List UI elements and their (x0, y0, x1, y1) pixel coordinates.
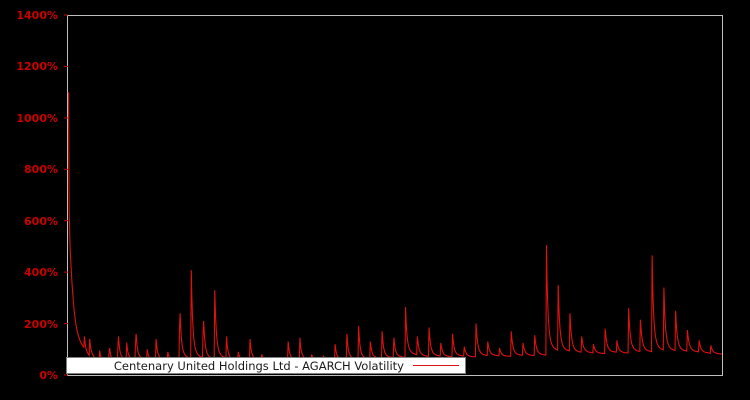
ytick-label-1000: 1000% (16, 112, 58, 125)
ytick-label-200: 200% (24, 318, 58, 331)
legend-line-sample (413, 365, 459, 366)
y-axis-ticks (64, 14, 68, 376)
chart-legend[interactable]: Centenary United Holdings Ltd - AGARCH V… (66, 357, 466, 374)
legend-label: Centenary United Holdings Ltd - AGARCH V… (113, 358, 404, 373)
plot-frame (67, 15, 723, 376)
ytick-label-600: 600% (24, 215, 58, 228)
ytick-label-1400: 1400% (16, 9, 58, 22)
ytick-label-400: 400% (24, 266, 58, 279)
ytick-label-1200: 1200% (16, 60, 58, 73)
ytick-label-800: 800% (24, 163, 58, 176)
ytick-label-0: 0% (39, 369, 58, 382)
